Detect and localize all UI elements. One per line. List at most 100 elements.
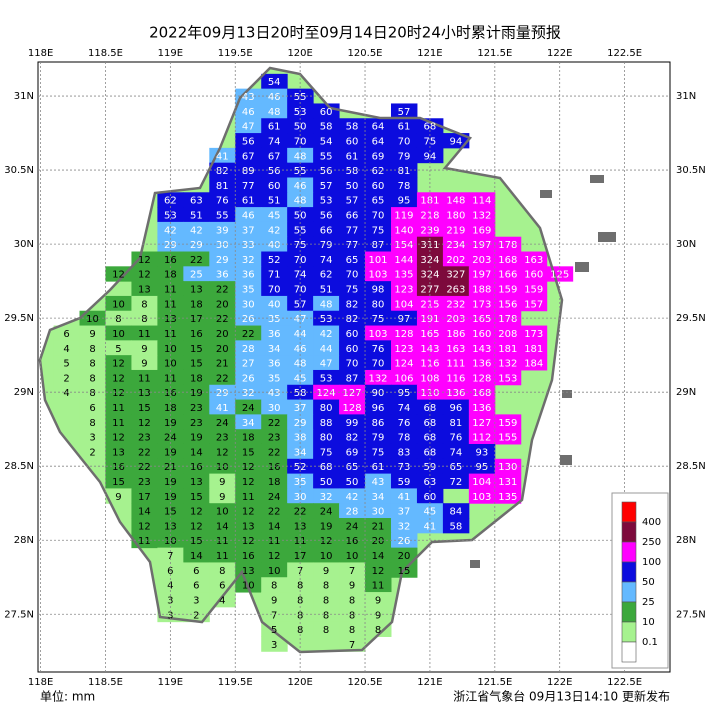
station-value: 5 [115, 344, 121, 355]
station-value: 324 [420, 255, 439, 266]
station-value: 58 [320, 122, 333, 133]
rain-cell [235, 266, 262, 282]
station-value: 215 [420, 299, 439, 310]
station-value: 65 [450, 462, 463, 473]
rain-cell [261, 221, 288, 238]
station-value: 45 [268, 211, 281, 222]
rain-cell [365, 443, 392, 460]
station-value: 22 [138, 462, 151, 473]
station-value: 123 [394, 285, 413, 296]
station-value: 203 [472, 255, 491, 266]
rain-cell [442, 266, 470, 282]
rain-cell [235, 355, 262, 371]
station-value: 15 [112, 477, 125, 488]
station-value: 34 [242, 418, 255, 429]
rain-cell [261, 473, 288, 489]
legend-level: 25 [642, 597, 655, 608]
rain-cell [494, 473, 522, 489]
rain-cell [468, 221, 496, 238]
station-value: 12 [138, 418, 151, 429]
station-value: 104 [394, 299, 413, 310]
station-value: 8 [349, 625, 355, 636]
rain-cell [261, 369, 288, 386]
rain-cell [105, 399, 132, 415]
rain-cell [183, 488, 210, 504]
rain-cell [313, 399, 340, 415]
rain-cell [365, 251, 392, 267]
station-value: 9 [89, 329, 95, 340]
station-value: 32 [242, 255, 255, 266]
station-value: 6 [89, 403, 95, 414]
rain-cell [235, 221, 262, 238]
station-value: 76 [372, 344, 385, 355]
station-value: 82 [346, 433, 359, 444]
station-value: 6 [193, 566, 199, 577]
rain-cell [339, 118, 366, 134]
station-value: 32 [320, 492, 333, 503]
station-value: 11 [164, 299, 177, 310]
rain-cell [261, 147, 288, 164]
station-value: 181 [420, 196, 439, 207]
station-value: 64 [372, 122, 385, 133]
station-value: 65 [346, 255, 359, 266]
station-value: 35 [242, 285, 255, 296]
legend-swatch [621, 521, 637, 543]
station-value: 77 [242, 181, 255, 192]
station-value: 24 [320, 507, 333, 518]
station-value: 15 [138, 403, 151, 414]
island [470, 560, 480, 568]
station-value: 99 [346, 418, 359, 429]
rain-cell [183, 207, 210, 223]
y-tick-label: 28N [676, 535, 696, 546]
rain-cell [468, 369, 496, 386]
station-value: 60 [424, 492, 437, 503]
station-value: 8 [323, 595, 329, 606]
rain-cell [79, 355, 106, 371]
station-value: 173 [524, 329, 543, 340]
rain-cell [235, 443, 262, 460]
rain-cell [261, 577, 288, 593]
rain-cell [416, 118, 444, 134]
station-value: 132 [498, 359, 517, 370]
station-value: 6 [219, 581, 225, 592]
rain-cell [105, 295, 132, 312]
rain-cell [313, 503, 340, 519]
station-value: 116 [446, 373, 465, 384]
station-value: 8 [323, 625, 329, 636]
station-value: 56 [320, 211, 333, 222]
station-value: 43 [268, 388, 281, 399]
station-value: 70 [268, 285, 281, 296]
rain-cell [313, 547, 340, 563]
station-value: 103 [368, 329, 387, 340]
y-tick-label: 31N [676, 91, 696, 102]
rain-cell [313, 488, 340, 504]
rain-cell [339, 606, 366, 623]
rain-cell [209, 399, 236, 415]
rain-cell [261, 592, 288, 608]
rain-cell [131, 488, 158, 504]
rain-cell [261, 547, 288, 563]
rain-cell [365, 369, 392, 386]
rain-cell [183, 384, 210, 401]
station-value: 19 [164, 447, 177, 458]
station-value: 173 [472, 299, 491, 310]
station-value: 11 [112, 418, 125, 429]
station-value: 25 [190, 270, 203, 281]
station-value: 70 [346, 270, 359, 281]
rain-cell [235, 325, 262, 341]
y-tick-label: 28.5N [676, 461, 706, 472]
rain-cell [131, 443, 158, 460]
rain-cell [416, 429, 444, 445]
rain-cell [287, 118, 314, 134]
station-value: 51 [320, 285, 333, 296]
rain-cell [79, 399, 106, 415]
station-value: 55 [294, 92, 307, 103]
x-tick-label: 122E [547, 677, 572, 688]
rain-cell [365, 621, 392, 637]
rain-cell [339, 295, 366, 312]
rain-cell [390, 325, 418, 341]
station-value: 30 [242, 299, 255, 310]
station-value: 43 [242, 92, 255, 103]
rain-cell [235, 488, 262, 504]
rain-cell [365, 340, 392, 356]
